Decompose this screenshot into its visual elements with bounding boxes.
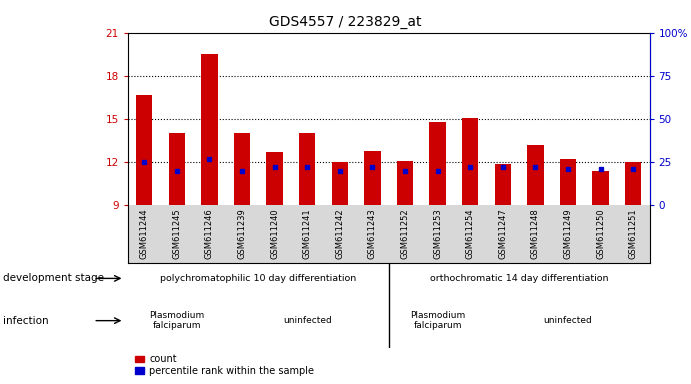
- Text: GSM611254: GSM611254: [466, 208, 475, 259]
- Legend: count, percentile rank within the sample: count, percentile rank within the sample: [133, 353, 316, 378]
- Bar: [267, 152, 283, 205]
- Text: GSM611248: GSM611248: [531, 208, 540, 259]
- Bar: [625, 162, 641, 205]
- Text: polychromatophilic 10 day differentiation: polychromatophilic 10 day differentiatio…: [160, 274, 357, 283]
- Bar: [592, 171, 609, 205]
- Text: GSM611250: GSM611250: [596, 208, 605, 259]
- Text: GSM611241: GSM611241: [303, 208, 312, 259]
- Bar: [169, 134, 185, 205]
- Text: GSM611253: GSM611253: [433, 208, 442, 259]
- Bar: [201, 54, 218, 205]
- Text: Plasmodium
falciparum: Plasmodium falciparum: [149, 311, 205, 330]
- Text: GSM611251: GSM611251: [629, 208, 638, 259]
- Bar: [429, 122, 446, 205]
- Text: uninfected: uninfected: [544, 316, 592, 325]
- Text: GSM611244: GSM611244: [140, 208, 149, 259]
- Bar: [560, 159, 576, 205]
- Text: GSM611239: GSM611239: [238, 208, 247, 259]
- Bar: [234, 134, 250, 205]
- Text: infection: infection: [3, 316, 49, 326]
- Text: GSM611252: GSM611252: [401, 208, 410, 259]
- Text: Plasmodium
falciparum: Plasmodium falciparum: [410, 311, 465, 330]
- Text: orthochromatic 14 day differentiation: orthochromatic 14 day differentiation: [430, 274, 608, 283]
- Bar: [527, 145, 544, 205]
- Bar: [462, 118, 478, 205]
- Text: GSM611243: GSM611243: [368, 208, 377, 259]
- Bar: [136, 94, 152, 205]
- Bar: [332, 162, 348, 205]
- Text: uninfected: uninfected: [283, 316, 332, 325]
- Text: GSM611245: GSM611245: [172, 208, 181, 259]
- Bar: [495, 164, 511, 205]
- Bar: [364, 151, 381, 205]
- Text: development stage: development stage: [3, 273, 104, 283]
- Text: GDS4557 / 223829_at: GDS4557 / 223829_at: [269, 15, 422, 29]
- Text: GSM611242: GSM611242: [335, 208, 344, 259]
- Bar: [397, 161, 413, 205]
- Text: GSM611240: GSM611240: [270, 208, 279, 259]
- Text: GSM611246: GSM611246: [205, 208, 214, 259]
- Text: GSM611249: GSM611249: [564, 208, 573, 259]
- Text: GSM611247: GSM611247: [498, 208, 507, 259]
- Bar: [299, 134, 315, 205]
